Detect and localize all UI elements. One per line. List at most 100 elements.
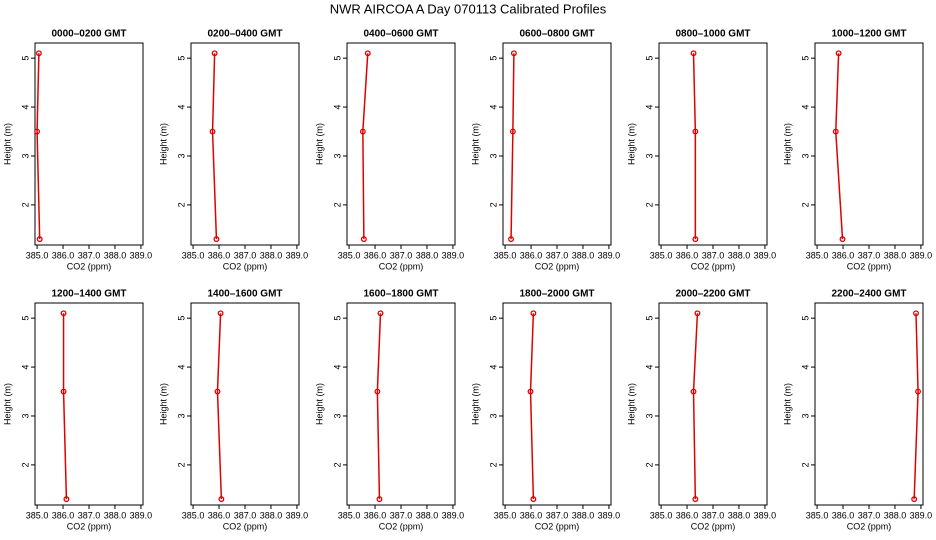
y-axis-label: Height (m) [782,383,792,425]
profile-line [692,53,697,240]
data-point [832,128,839,135]
panel-title: 2200–2400 GMT [831,289,906,300]
y-tick-label: 4 [176,105,186,110]
panel-title: 0600–0800 GMT [519,29,594,40]
data-point [913,310,919,317]
y-tick-label: 3 [644,413,654,418]
data-point [359,128,366,135]
x-tick-label: 388.0 [104,510,127,520]
x-tick-label: 386.0 [208,250,231,260]
x-tick-label: 386.0 [676,250,699,260]
x-tick-label: 385.0 [338,510,361,520]
x-tick-label: 389.0 [598,250,621,260]
x-tick-label: 387.0 [546,510,569,520]
x-tick-label: 387.0 [78,510,101,520]
x-axis-label: CO2 (ppm) [847,521,892,531]
data-point [60,310,67,317]
data-point [60,388,67,395]
y-tick-label: 5 [644,316,654,321]
panel-title: 1400–1600 GMT [207,289,282,300]
profile-line [362,53,369,240]
x-tick-label: 386.0 [208,510,231,520]
x-tick-label: 387.0 [390,510,413,520]
profile-line [376,313,382,500]
y-tick-label: 2 [20,462,30,467]
data-point [376,496,383,503]
x-tick-label: 385.0 [650,250,673,260]
panel-title: 0800–1000 GMT [675,29,750,40]
y-tick-label: 2 [488,462,498,467]
y-tick-label: 2 [800,202,810,207]
data-point [34,128,41,135]
x-tick-label: 387.0 [858,510,881,520]
x-tick-label: 386.0 [52,250,75,260]
x-axis-label: CO2 (ppm) [847,261,892,271]
y-tick-label: 3 [644,153,654,158]
x-tick-label: 386.0 [676,510,699,520]
y-tick-label: 5 [644,56,654,61]
profile-line [211,53,218,240]
x-tick-label: 388.0 [260,250,283,260]
x-tick-label: 387.0 [234,510,257,520]
data-point [377,310,384,317]
x-tick-label: 387.0 [702,510,725,520]
x-tick-label: 388.0 [728,510,751,520]
data-point [692,496,699,503]
panel-title: 1600–1800 GMT [363,289,438,300]
x-axis-label: CO2 (ppm) [67,521,112,531]
data-point [692,128,699,135]
data-point [209,128,216,135]
x-tick-label: 387.0 [858,250,881,260]
x-tick-label: 388.0 [416,510,439,520]
data-point [35,50,42,57]
y-tick-label: 3 [488,413,498,418]
x-tick-label: 389.0 [910,510,933,520]
x-tick-label: 389.0 [286,510,309,520]
x-tick-label: 387.0 [702,250,725,260]
data-point [530,310,537,317]
data-point [508,236,514,243]
x-axis-label: CO2 (ppm) [67,261,112,271]
data-point [530,496,537,503]
x-tick-label: 387.0 [234,250,257,260]
y-tick-label: 3 [20,413,30,418]
panel-title: 0400–0600 GMT [363,29,438,40]
x-tick-label: 388.0 [884,250,907,260]
x-tick-label: 389.0 [442,250,465,260]
x-tick-label: 388.0 [104,250,127,260]
x-tick-label: 389.0 [286,250,309,260]
x-tick-label: 389.0 [442,510,465,520]
x-axis-label: CO2 (ppm) [223,521,268,531]
y-tick-label: 2 [800,462,810,467]
x-tick-label: 389.0 [754,250,777,260]
data-point [218,496,225,503]
y-tick-label: 4 [332,105,342,110]
profile-line [692,313,699,500]
panel-title: 0200–0400 GMT [207,29,282,40]
y-tick-label: 5 [488,316,498,321]
data-point [690,50,697,57]
y-axis-label: Height (m) [626,383,636,425]
x-tick-label: 385.0 [182,250,205,260]
data-point [694,310,701,317]
x-tick-label: 387.0 [390,250,413,260]
y-tick-label: 5 [800,56,810,61]
data-point [692,236,699,243]
y-tick-label: 3 [176,413,186,418]
x-axis-label: CO2 (ppm) [691,521,736,531]
x-tick-label: 387.0 [78,250,101,260]
x-tick-label: 388.0 [572,510,595,520]
y-tick-label: 2 [176,202,186,207]
panel-title: 2000–2200 GMT [675,289,750,300]
y-tick-label: 5 [20,316,30,321]
x-tick-label: 388.0 [416,250,439,260]
y-tick-label: 2 [332,202,342,207]
data-point [360,236,367,243]
y-axis-label: Height (m) [782,123,792,165]
x-tick-label: 389.0 [598,510,621,520]
y-tick-label: 3 [332,153,342,158]
y-axis-label: Height (m) [158,123,168,165]
profile-line [529,313,535,500]
